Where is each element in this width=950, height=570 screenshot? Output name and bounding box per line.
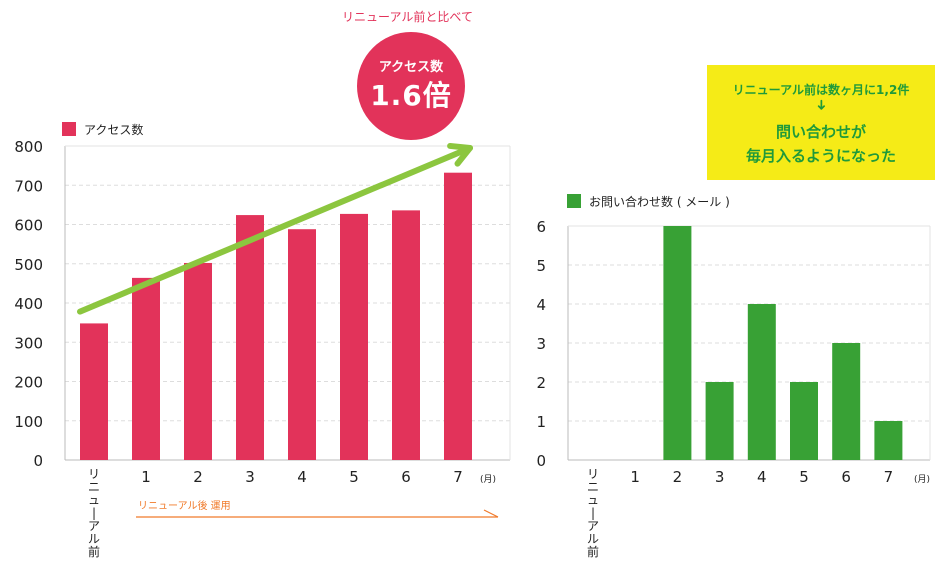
access-y-tick-label: 400 <box>14 295 43 313</box>
access-bar <box>184 262 212 460</box>
inquiry-legend-swatch <box>567 194 581 208</box>
inquiry-bar <box>705 382 734 460</box>
access-x-tick-label: 1 <box>141 468 151 486</box>
inquiry-x-tick-label: 4 <box>757 468 767 486</box>
access-legend-swatch <box>62 122 76 136</box>
access-bar <box>236 215 264 460</box>
access-legend-label: アクセス数 <box>84 122 143 137</box>
inquiry-bar <box>832 343 861 460</box>
inquiry-y-tick-label: 4 <box>536 296 546 314</box>
inquiry-x-tick-label: 5 <box>799 468 809 486</box>
inquiry-y-tick-label: 5 <box>536 257 546 275</box>
access-x-tick-label: 6 <box>401 468 411 486</box>
access-y-tick-label: 600 <box>14 217 43 235</box>
inquiry-x-tick-label: 2 <box>673 468 683 486</box>
trend-arrow-head <box>447 142 473 167</box>
inquiry-x-tick-label: 7 <box>884 468 894 486</box>
badge-value: 1.6倍 <box>370 79 452 112</box>
access-bar <box>132 277 160 460</box>
access-x-tick-label: 4 <box>297 468 307 486</box>
inquiry-bar <box>790 382 818 460</box>
comparison-caption: リニューアル前と比べて <box>342 10 473 24</box>
inquiry-bar <box>874 421 903 460</box>
inquiry-y-tick-label: 3 <box>536 335 546 353</box>
access-y-tick-label: 100 <box>14 413 43 431</box>
access-bar <box>288 229 316 460</box>
access-x-tick-label: 3 <box>245 468 255 486</box>
access-increase-badge: アクセス数 1.6倍 <box>357 32 465 140</box>
note-line-before: リニューアル前は数ヶ月に1,2件 <box>732 83 910 97</box>
access-x-tick-label: 2 <box>193 468 203 486</box>
access-bar <box>444 172 472 460</box>
access-bar <box>340 213 368 460</box>
access-month-unit: (月) <box>480 474 496 485</box>
inquiry-note-box: リニューアル前は数ヶ月に1,2件 ➜ 問い合わせが 毎月入るようになった <box>707 65 935 180</box>
access-y-tick-label: 200 <box>14 374 43 392</box>
inquiry-x-tick-label: リニュ|アル前 <box>587 467 599 559</box>
note-line-monthly: 毎月入るようになった <box>745 147 896 165</box>
access-x-tick-label: 5 <box>349 468 359 486</box>
inquiry-month-unit: (月) <box>914 474 930 485</box>
inquiry-x-tick-label: 3 <box>715 468 725 486</box>
renewal-period-arrowhead <box>483 509 499 518</box>
note-line-inquiries: 問い合わせが <box>775 123 866 141</box>
access-bar <box>392 210 420 460</box>
inquiry-y-tick-label: 6 <box>536 218 546 236</box>
inquiry-x-tick-label: 6 <box>841 468 851 486</box>
access-x-tick-label: 7 <box>453 468 463 486</box>
badge-label: アクセス数 <box>378 60 444 75</box>
access-bar <box>80 323 108 460</box>
renewal-period-label: リニューアル後 運用 <box>138 499 231 512</box>
access-y-tick-label: 700 <box>14 177 43 195</box>
access-y-tick-label: 0 <box>33 452 43 470</box>
inquiry-bar <box>663 226 692 460</box>
access-x-tick-label: リニュ|アル前 <box>88 467 100 559</box>
inquiry-y-tick-label: 2 <box>536 374 546 392</box>
inquiry-y-tick-label: 0 <box>536 452 546 470</box>
inquiry-x-tick-label: 1 <box>630 468 640 486</box>
trend-arrow-line <box>77 145 473 315</box>
access-y-tick-label: 300 <box>14 334 43 352</box>
inquiry-legend-label: お問い合わせ数 ( メール ) <box>589 194 730 209</box>
inquiry-bar <box>747 304 776 460</box>
access-y-tick-label: 500 <box>14 256 43 274</box>
access-y-tick-label: 800 <box>14 138 43 156</box>
inquiry-y-tick-label: 1 <box>536 413 546 431</box>
